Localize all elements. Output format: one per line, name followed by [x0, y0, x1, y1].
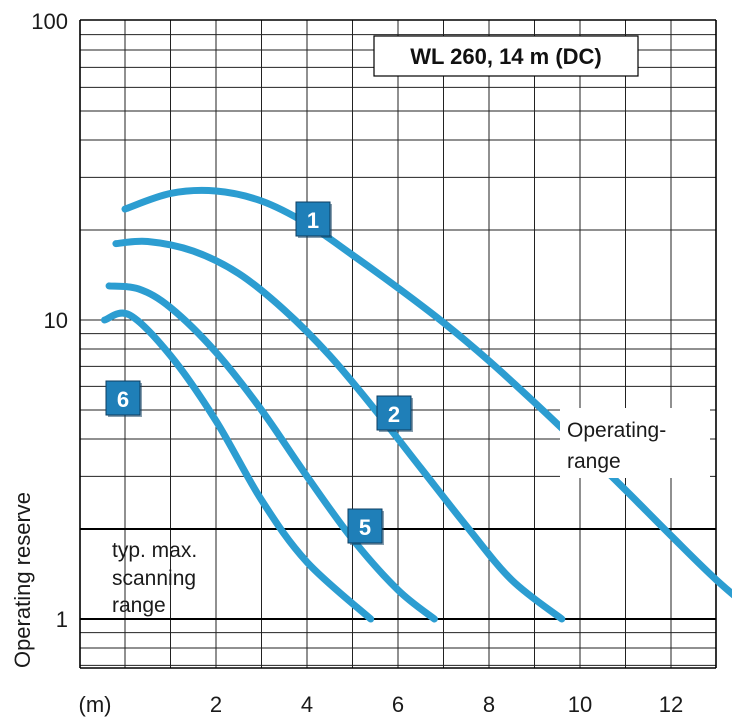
series-badges: 1 2 5 6	[105, 201, 413, 545]
x-unit-label: (m)	[79, 692, 112, 717]
y-axis-label: Operating reserve	[10, 492, 35, 668]
x-tick-label: 6	[392, 692, 404, 717]
badge-label: 2	[388, 402, 400, 427]
axes: 2468101214110100	[31, 9, 717, 717]
operating-range-line1: Operating-	[567, 419, 666, 442]
series-badge-5: 5	[347, 508, 384, 545]
badge-label: 1	[307, 208, 319, 233]
grid-lines	[80, 20, 716, 668]
scanning-range-label: typ. max. scanning range	[112, 539, 197, 617]
chart-title-box: WL 260, 14 m (DC)	[373, 35, 639, 77]
operating-range-label: Operating- range	[560, 408, 710, 478]
scanning-range-line2: scanning	[112, 567, 196, 590]
series-badge-2: 2	[376, 395, 413, 432]
y-tick-label: 100	[31, 9, 68, 34]
y-tick-label: 1	[56, 607, 68, 632]
badge-box	[295, 201, 331, 237]
series-badge-1: 1	[295, 201, 332, 238]
scanning-range-line3: range	[112, 594, 166, 617]
scanning-range-line1: typ. max.	[112, 539, 197, 562]
badge-box	[376, 395, 412, 431]
x-tick-label: 4	[301, 692, 313, 717]
series-badge-6: 6	[105, 380, 142, 417]
series-line-6	[101, 309, 375, 623]
x-tick-label: 8	[483, 692, 495, 717]
x-tick-label: 12	[659, 692, 683, 717]
badge-box	[347, 508, 383, 544]
series-line-2	[112, 237, 566, 623]
series-line-1	[121, 186, 732, 599]
badge-label: 5	[359, 515, 371, 540]
badge-label: 6	[117, 387, 129, 412]
series-line-5	[105, 282, 438, 623]
y-tick-label: 10	[44, 308, 68, 333]
chart-title: WL 260, 14 m (DC)	[410, 44, 602, 69]
x-tick-label: 2	[210, 692, 222, 717]
series-curves	[101, 186, 732, 623]
x-tick-label: 10	[568, 692, 592, 717]
badge-box	[105, 380, 141, 416]
operating-range-line2: range	[567, 450, 621, 473]
